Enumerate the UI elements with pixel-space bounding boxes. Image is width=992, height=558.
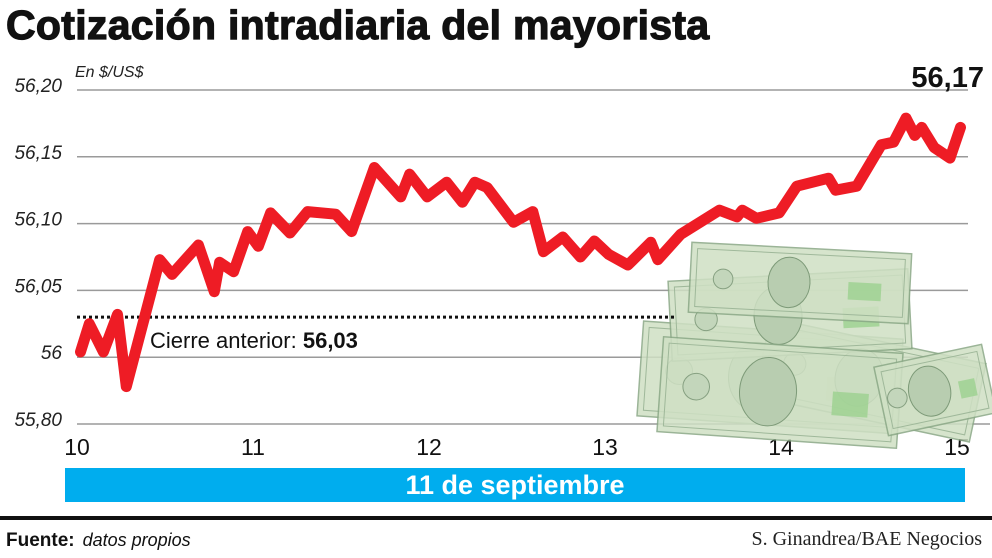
y-tick-label: 56 <box>41 343 63 364</box>
date-bar: 11 de septiembre <box>65 468 965 502</box>
dollar-bill <box>687 241 913 325</box>
y-tick-label: 56,05 <box>14 276 62 297</box>
series-line <box>75 112 966 393</box>
x-tick-label: 12 <box>416 434 442 460</box>
source-text: datos propios <box>82 530 191 550</box>
previous-close-annotation: Cierre anterior: 56,03 <box>150 328 358 354</box>
last-value-label: 56,17 <box>911 62 984 94</box>
dollar-bill <box>656 335 904 450</box>
y-tick-label: 55,80 <box>14 410 62 431</box>
unit-label: En $/US$ <box>75 64 144 81</box>
y-tick-label: 56,20 <box>14 76 62 97</box>
y-axis-ticks: 56,20 56,15 56,10 56,05 56 55,80 <box>14 76 62 431</box>
source: Fuente: datos propios <box>6 530 191 552</box>
x-tick-label: 10 <box>64 434 90 460</box>
dollar-bills-image <box>636 241 992 450</box>
y-tick-label: 56,15 <box>14 143 62 164</box>
x-axis-ticks: 10 11 12 13 14 15 <box>64 434 970 460</box>
chart-title: Cotización intradiaria del mayorista <box>5 1 710 48</box>
footer-divider <box>0 516 992 520</box>
y-tick-label: 56,10 <box>14 210 62 231</box>
series-points <box>80 117 961 387</box>
dollar-bill <box>873 343 992 437</box>
previous-close-value: 56,03 <box>302 328 358 353</box>
previous-close-label: Cierre anterior: <box>150 328 297 353</box>
x-tick-label: 13 <box>592 434 618 460</box>
source-label: Fuente: <box>6 530 75 551</box>
credit: S. Ginandrea/BAE Negocios <box>751 528 982 550</box>
x-tick-label: 11 <box>241 434 265 460</box>
